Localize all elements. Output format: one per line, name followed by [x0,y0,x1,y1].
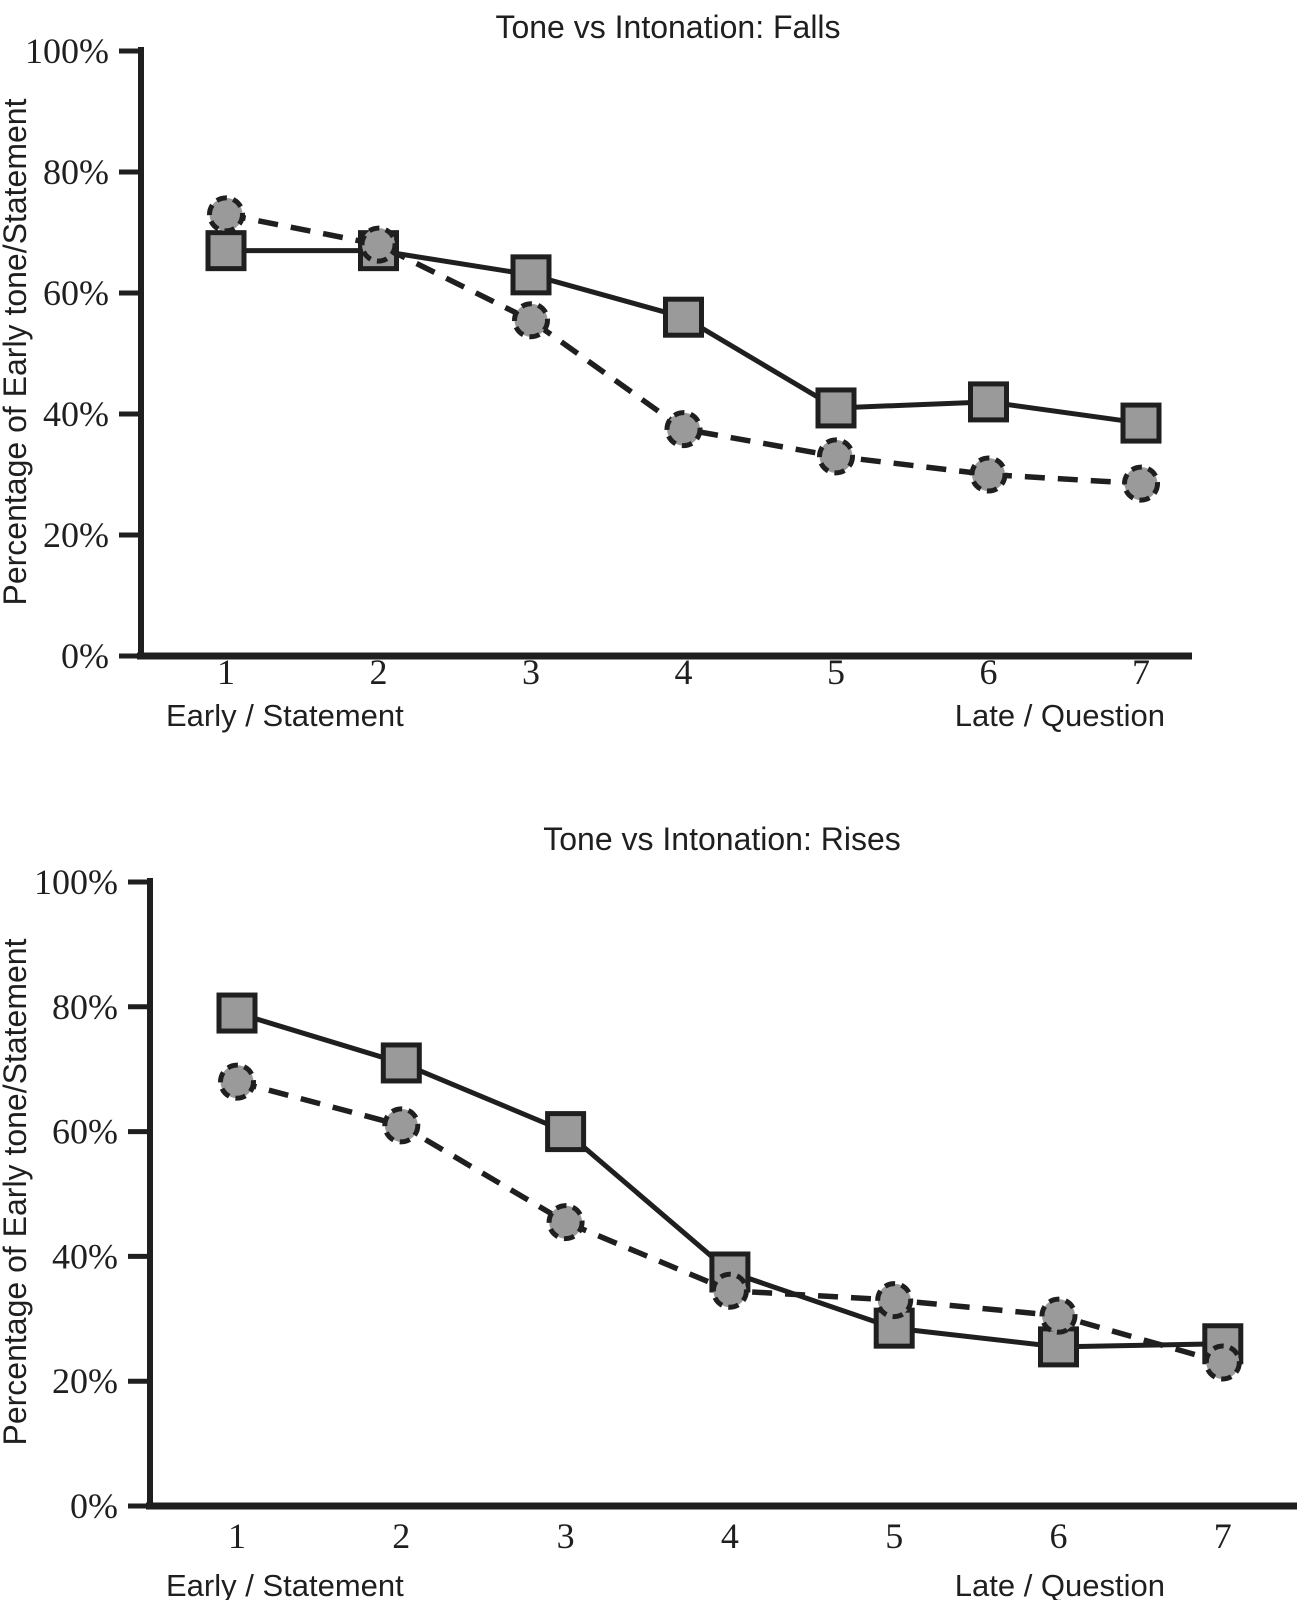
x-tick-label: 7 [1132,652,1150,692]
y-axis-label: Percentage of Early tone/Statement [0,98,33,605]
x-tick-label: 2 [392,1516,410,1556]
falls-chart: Tone vs Intonation: Falls Percentage of … [0,9,1192,733]
x-tick-label: 1 [228,1516,246,1556]
y-tick-label: 20% [52,1361,118,1401]
circle-marker [546,1203,585,1242]
y-tick-label: 40% [52,1236,118,1276]
x-axis-left-annotation: Early / Statement [166,698,404,733]
circle-marker [1039,1296,1078,1335]
x-axis-right-annotation: Late / Question [955,698,1165,733]
y-tick-label: 0% [70,1486,118,1526]
y-tick-label: 40% [43,394,109,434]
axes-layer: 100% 80% 60% 40% 20% 0% 1 2 3 4 5 6 7 [25,31,1192,692]
square-marker [815,387,857,429]
square-marker [216,992,258,1034]
circle-marker [382,1106,421,1145]
square-marker [545,1111,587,1153]
circle-marker [817,437,855,476]
y-tick-label: 80% [52,987,118,1027]
series-layer [216,992,1244,1382]
x-tick-label: 4 [675,652,693,692]
y-tick-label: 100% [34,862,118,902]
y-axis-label: Percentage of Early tone/Statement [0,938,33,1445]
chart-title: Tone vs Intonation: Falls [495,9,840,45]
y-tick-label: 20% [43,515,109,555]
x-tick-label: 3 [522,652,540,692]
circle-marker [207,195,245,234]
y-tick-label: 100% [25,31,109,71]
x-tick-label: 1 [217,652,235,692]
x-tick-label: 6 [980,652,998,692]
circle-marker [218,1062,256,1101]
y-tick-label: 60% [52,1112,118,1152]
square-marker [1120,402,1162,444]
square-marker [1038,1326,1079,1368]
circle-marker [710,1271,749,1310]
rises-chart: Tone vs Intonation: Rises Percentage of … [0,821,1297,1600]
square-marker [510,254,552,296]
x-tick-label: 5 [885,1516,903,1556]
x-tick-label: 7 [1214,1516,1232,1556]
x-axis-left-annotation: Early / Statement [166,1568,404,1600]
circle-marker [512,301,550,340]
chart-title: Tone vs Intonation: Rises [543,821,901,857]
circle-marker [664,410,703,449]
circle-marker [1203,1343,1242,1382]
series-layer [205,195,1162,503]
x-tick-label: 3 [557,1516,575,1556]
square-marker [205,230,247,272]
circle-marker [875,1281,914,1320]
square-marker [663,296,704,338]
axes-layer: 100% 80% 60% 40% 20% 0% 1 2 3 4 5 6 7 [34,862,1297,1556]
circle-marker [1122,464,1160,503]
x-axis-right-annotation: Late / Question [955,1568,1165,1600]
square-marker [380,1042,422,1084]
circle-marker [359,225,398,264]
square-marker [968,381,1009,423]
y-tick-label: 80% [43,152,109,192]
x-tick-label: 5 [827,652,845,692]
x-tick-label: 6 [1050,1516,1068,1556]
x-tick-label: 4 [721,1516,739,1556]
circle-marker [969,455,1008,494]
y-tick-label: 0% [61,636,109,676]
x-tick-label: 2 [370,652,388,692]
y-tick-label: 60% [43,273,109,313]
